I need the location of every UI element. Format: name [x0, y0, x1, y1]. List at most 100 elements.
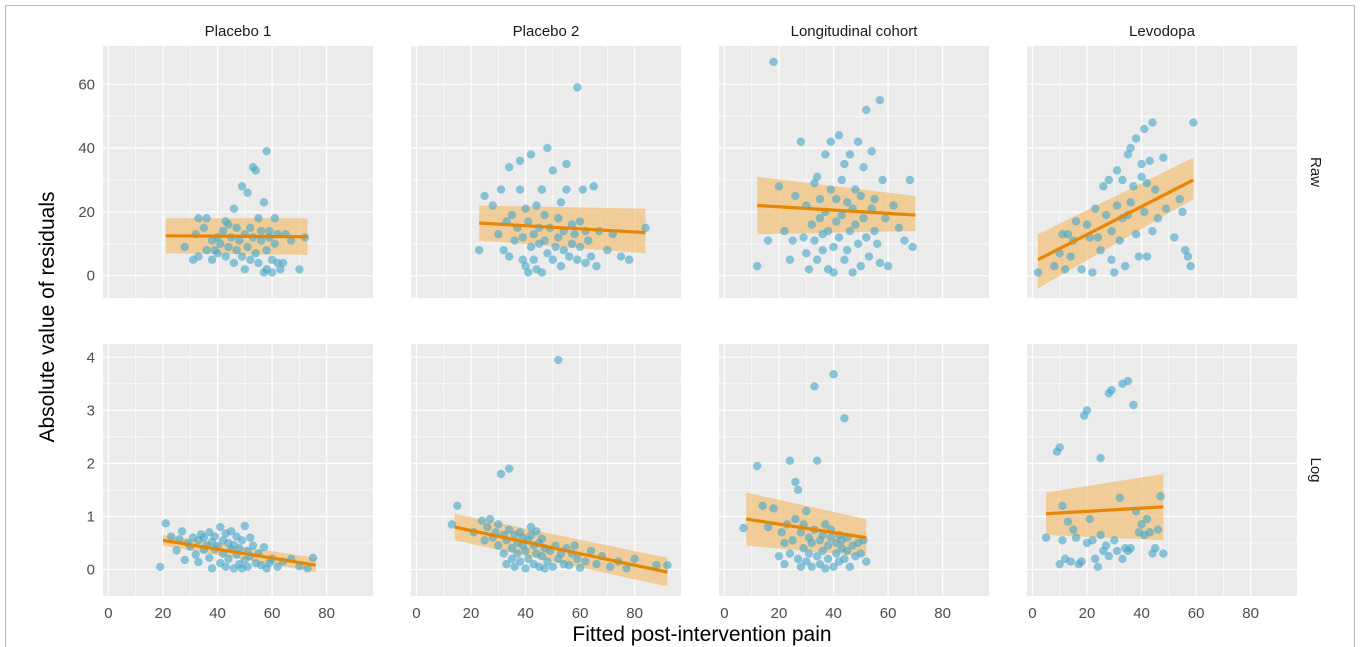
- data-point: [213, 249, 222, 258]
- data-point: [494, 230, 503, 239]
- x-tick-label: 80: [318, 605, 335, 622]
- data-point: [821, 520, 830, 529]
- data-point: [564, 252, 574, 261]
- data-point: [586, 252, 596, 261]
- data-point: [246, 223, 255, 233]
- data-point: [308, 553, 318, 563]
- data-point: [1071, 217, 1081, 226]
- data-point: [1175, 194, 1184, 204]
- data-point: [1096, 530, 1105, 540]
- data-point: [1110, 536, 1119, 545]
- data-point: [851, 220, 860, 229]
- data-point: [251, 249, 260, 258]
- data-point: [564, 561, 574, 570]
- data-point: [812, 255, 822, 264]
- data-point: [862, 557, 871, 566]
- data-point: [652, 561, 661, 570]
- data-point: [826, 533, 836, 542]
- data-point: [845, 226, 855, 236]
- data-point: [524, 268, 533, 277]
- data-point: [586, 546, 596, 556]
- confidence-band: [757, 176, 916, 235]
- data-point: [515, 185, 525, 194]
- data-point: [267, 268, 277, 277]
- x-tick-label: 80: [1242, 605, 1259, 622]
- data-point: [791, 191, 800, 201]
- data-point: [872, 239, 882, 248]
- data-point: [303, 564, 312, 573]
- data-point: [1063, 230, 1073, 239]
- data-point: [496, 469, 506, 479]
- data-point: [1142, 252, 1152, 261]
- data-point: [207, 564, 217, 573]
- data-point: [515, 156, 525, 166]
- data-point: [499, 549, 508, 558]
- data-point: [840, 414, 849, 423]
- data-point: [194, 214, 203, 223]
- facet-row-label: Raw: [1307, 157, 1324, 187]
- data-point: [202, 214, 211, 223]
- x-tick-label: 80: [934, 605, 951, 622]
- data-point: [1090, 554, 1100, 564]
- data-point: [845, 150, 855, 159]
- data-point: [570, 541, 579, 550]
- data-point: [826, 185, 836, 194]
- data-point: [537, 268, 547, 277]
- data-point: [832, 194, 841, 204]
- data-point: [256, 226, 266, 236]
- data-point: [796, 562, 806, 572]
- data-point: [540, 210, 549, 220]
- data-point: [1104, 552, 1114, 561]
- data-point: [878, 175, 887, 185]
- figure-frame: [5, 5, 1355, 647]
- data-point: [243, 562, 252, 572]
- data-point: [834, 131, 844, 140]
- data-point: [589, 182, 598, 191]
- data-point: [1101, 210, 1111, 220]
- data-point: [543, 143, 552, 153]
- data-point: [248, 541, 258, 550]
- data-point: [1120, 261, 1130, 271]
- data-point: [780, 559, 789, 569]
- x-tick-label: 20: [155, 605, 172, 622]
- data-point: [453, 501, 462, 511]
- data-point: [829, 370, 838, 379]
- data-point: [240, 265, 250, 274]
- data-point: [894, 223, 904, 233]
- data-point: [1126, 143, 1135, 153]
- data-point: [578, 185, 588, 194]
- data-point: [605, 562, 615, 572]
- y-axis-title: Absolute value of residuals: [36, 192, 59, 443]
- data-point: [1104, 175, 1114, 185]
- data-point: [812, 172, 822, 181]
- data-point: [278, 258, 288, 268]
- data-point: [739, 523, 748, 533]
- data-point: [823, 554, 833, 564]
- fit-line: [479, 221, 646, 235]
- data-point: [823, 541, 833, 550]
- y-tick-label: 0: [87, 561, 95, 578]
- data-point: [273, 562, 282, 572]
- data-point: [570, 230, 579, 239]
- data-point: [537, 185, 547, 194]
- data-point: [856, 261, 866, 271]
- data-point: [1145, 528, 1154, 537]
- data-point: [1101, 541, 1111, 550]
- data-point: [908, 242, 917, 252]
- data-point: [276, 265, 285, 274]
- data-point: [259, 542, 269, 552]
- facet-column-label: Placebo 1: [205, 23, 272, 40]
- data-point: [243, 242, 252, 252]
- data-point: [562, 159, 571, 169]
- data-point: [624, 255, 634, 264]
- data-point: [1137, 172, 1146, 181]
- data-point: [526, 242, 536, 252]
- data-point: [1077, 265, 1086, 274]
- x-axis-title: Fitted post-intervention pain: [572, 623, 831, 646]
- data-point: [575, 217, 585, 226]
- data-point: [521, 546, 530, 556]
- x-tick-label: 20: [1079, 605, 1096, 622]
- data-point: [270, 214, 280, 223]
- data-point: [216, 239, 225, 248]
- x-tick-label: 0: [104, 605, 112, 622]
